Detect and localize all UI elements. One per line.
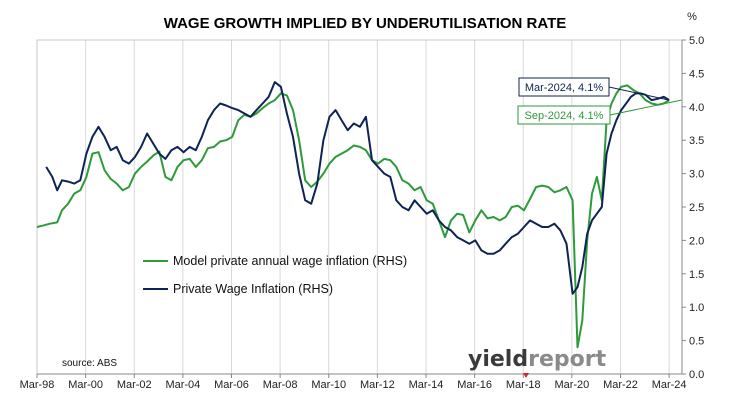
x-tick-label: Mar-98	[20, 379, 55, 391]
y-tick-label: 0.5	[689, 336, 704, 348]
x-tick-label: Mar-18	[506, 379, 541, 391]
x-tick-label: Mar-10	[311, 379, 346, 391]
x-tick-label: Mar-02	[117, 379, 152, 391]
annotation-box	[517, 105, 611, 125]
series-line-model	[36, 84, 670, 349]
y-tick-label: 1.0	[689, 302, 704, 314]
y-tick-label: 1.5	[689, 269, 704, 281]
x-tick-label: Mar-12	[360, 379, 395, 391]
chart-title: WAGE GROWTH IMPLIED BY UNDERUTILISATION …	[164, 15, 567, 32]
yieldreport-logo: yieldreport	[468, 347, 607, 378]
x-tick-label: Mar-22	[603, 379, 638, 391]
annotation-box	[518, 77, 610, 97]
logo-part-report: report	[528, 347, 606, 372]
x-tick-label: Mar-20	[554, 379, 589, 391]
annotation-label: Sep-2024, 4.1%	[525, 110, 604, 122]
y-tick-label: 2.5	[689, 202, 704, 214]
svg-text:yieldreport: yieldreport	[468, 347, 607, 372]
annotation-leader-line	[608, 86, 670, 101]
logo-marker-icon	[523, 373, 529, 378]
y-tick-label: 3.0	[689, 169, 704, 181]
x-tick-label: Mar-06	[214, 379, 249, 391]
legend-label-private: Private Wage Inflation (RHS)	[173, 282, 333, 296]
right-y-axis-ticks: 0.0 0.5 1.0 1.5 2.0 2.5 3.0 3.5 4.0 4.5 5.0	[682, 35, 704, 381]
logo-part-yield: yield	[468, 347, 528, 372]
x-tick-label: Mar-14	[409, 379, 444, 391]
legend-label-model: Model private annual wage inflation (RHS…	[173, 254, 407, 268]
y-tick-label: 4.0	[689, 102, 704, 114]
y-tick-label: 2.0	[689, 235, 704, 247]
y-axis-unit: %	[687, 11, 697, 23]
x-tick-label: Mar-00	[68, 379, 103, 391]
x-tick-label: Mar-16	[457, 379, 492, 391]
series-lines	[36, 81, 670, 349]
y-tick-label: 5.0	[689, 35, 704, 47]
x-tick-label: Mar-24	[652, 379, 687, 391]
x-tick-label: Mar-04	[165, 379, 200, 391]
x-tick-label: Mar-08	[263, 379, 298, 391]
y-tick-label: 0.0	[689, 369, 704, 381]
source-note: source: ABS	[62, 358, 117, 369]
annotation-leader-line	[609, 99, 682, 116]
x-axis-ticks: Mar-98 Mar-00 Mar-02 Mar-04 Mar-06 Mar-08 Mar-…	[20, 374, 687, 391]
y-tick-label: 4.5	[689, 68, 704, 80]
annotation-label: Mar-2024, 4.1%	[525, 82, 603, 94]
legend: Model private annual wage inflation (RHS…	[143, 254, 407, 296]
y-tick-label: 3.5	[689, 135, 704, 147]
annotations: Mar-2024, 4.1% Sep-2024, 4.1%	[517, 77, 682, 125]
series-line-private	[45, 81, 670, 295]
